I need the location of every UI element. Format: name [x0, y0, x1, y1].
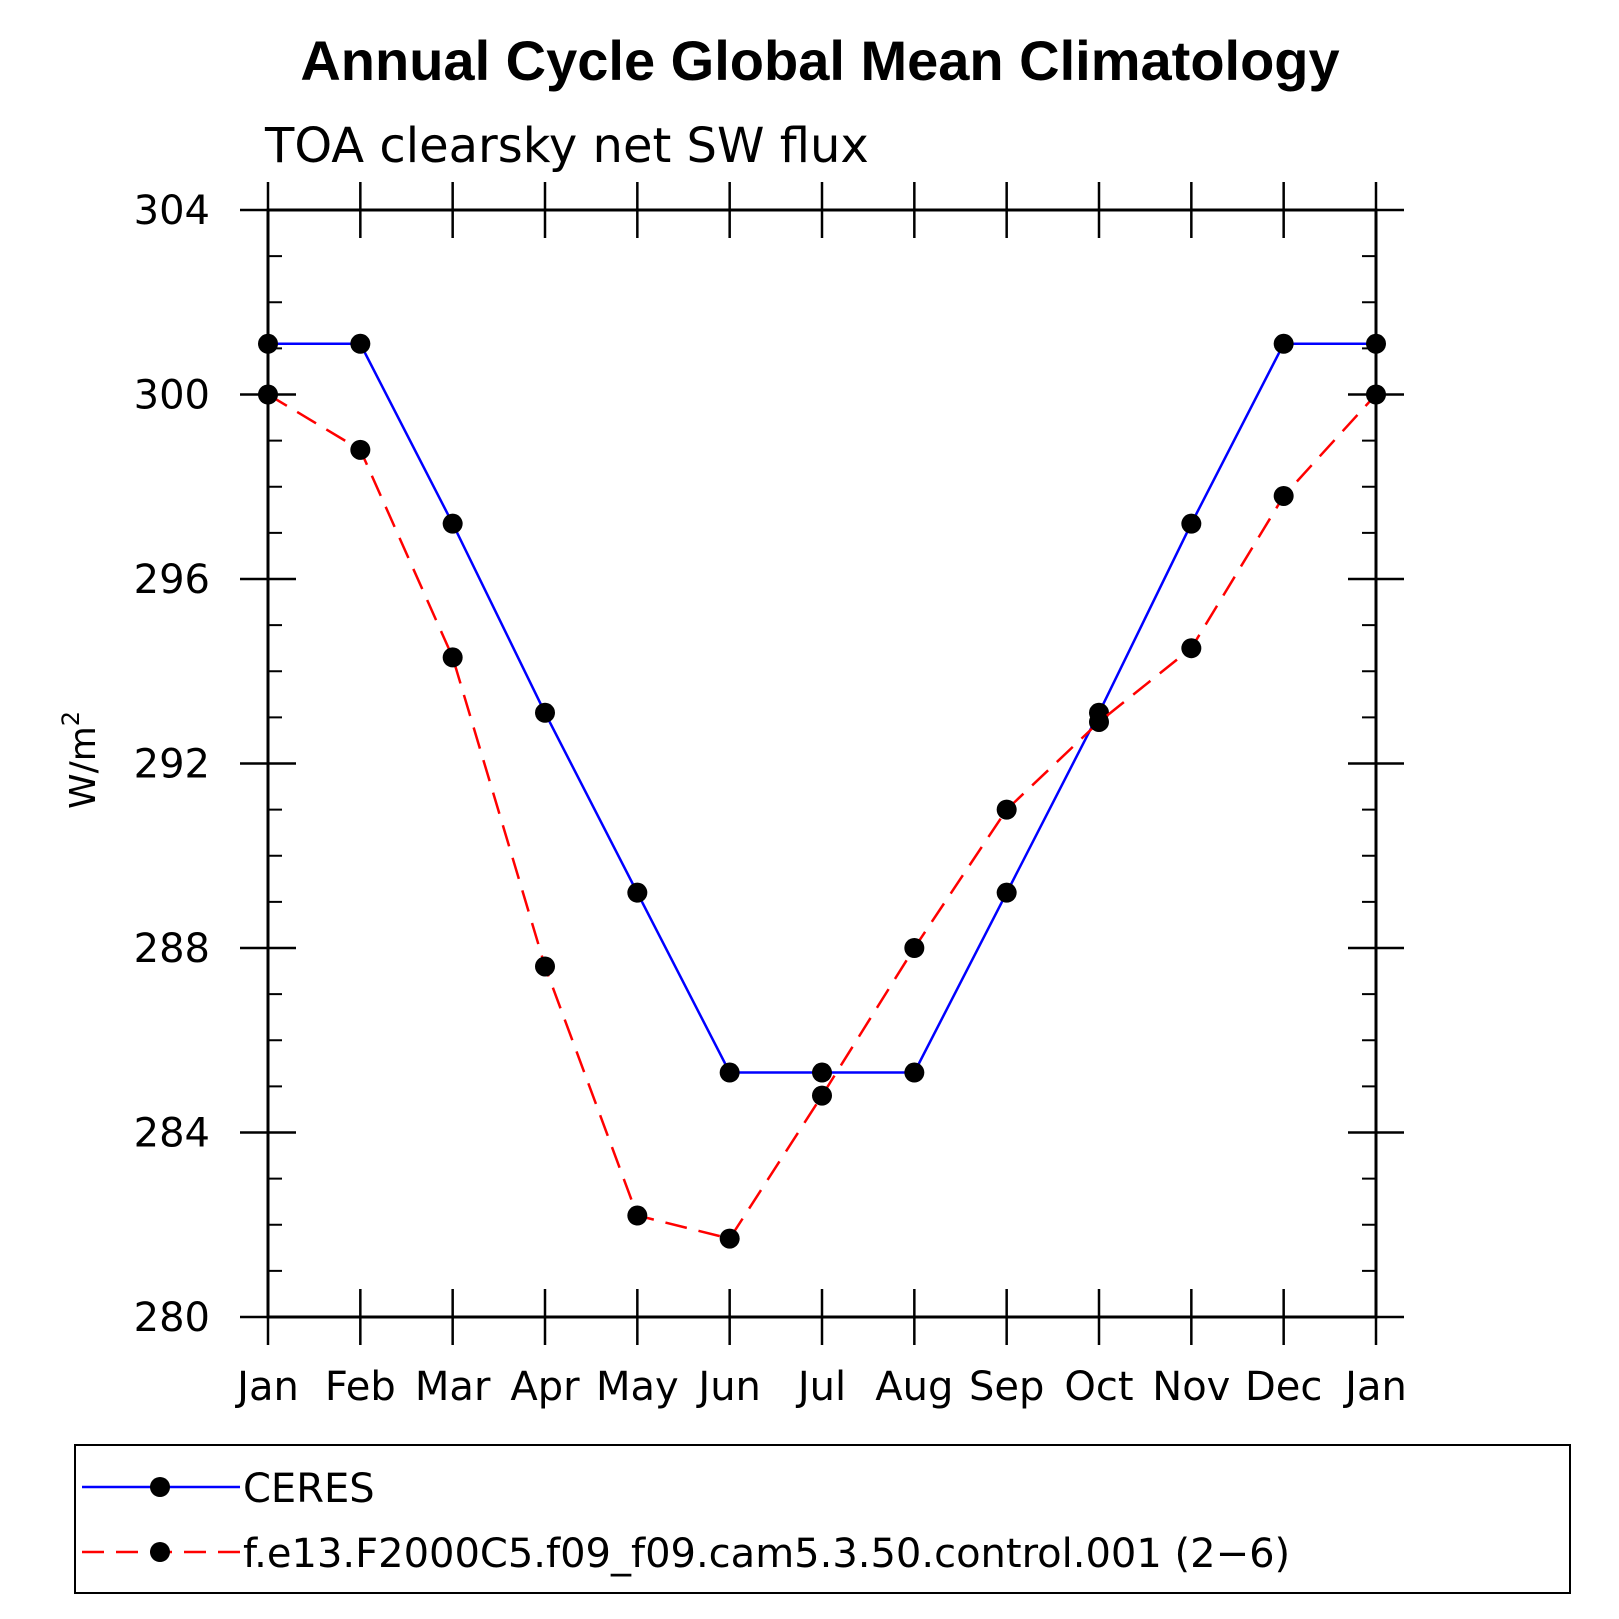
series-line-2 — [267, 393, 1377, 1241]
x-tick-label: Apr — [510, 1364, 580, 1410]
y-tick-label: 292 — [134, 742, 210, 788]
series-2-point — [1181, 638, 1202, 659]
legend-label-series-1: CERES — [243, 1466, 375, 1512]
chart-subtitle: TOA clearsky net SW flux — [264, 118, 869, 174]
x-tick-label: Jan — [1342, 1364, 1407, 1410]
svg-text:W/m2: W/m2 — [57, 711, 104, 809]
series-1-point — [1181, 513, 1202, 534]
x-tick-label: Jul — [795, 1364, 846, 1410]
y-tick-label: 280 — [134, 1295, 210, 1341]
y-tick-label: 304 — [134, 188, 210, 234]
series-2-point — [1089, 711, 1109, 732]
y-axis-label-superscript: 2 — [57, 711, 85, 726]
y-tick-label: 296 — [134, 557, 210, 603]
series-1-point — [904, 1062, 925, 1083]
y-tick-label: 284 — [134, 1111, 210, 1157]
x-tick-label: Aug — [875, 1364, 953, 1410]
legend-marker-series-2 — [150, 1542, 170, 1562]
series-2 — [258, 384, 1386, 1249]
series-2-point — [996, 799, 1017, 820]
series-2-point — [627, 1205, 648, 1226]
tick-marks — [240, 182, 1404, 1345]
series-1 — [258, 333, 1386, 1083]
series-1-point — [719, 1062, 740, 1083]
x-tick-label: Dec — [1245, 1364, 1322, 1410]
series-1-point — [996, 882, 1017, 903]
y-tick-label: 288 — [134, 926, 210, 972]
legend-box — [74, 1444, 1571, 1594]
y-axis-label: W/m2 — [57, 711, 104, 809]
y-axis-label-text: W/m — [63, 726, 104, 809]
series-2-point — [719, 1228, 740, 1249]
x-tick-label: Feb — [325, 1364, 396, 1410]
x-tick-label: Jan — [234, 1364, 299, 1410]
series-1-point — [627, 882, 648, 903]
x-tick-label: May — [596, 1364, 679, 1410]
series-1-point — [1273, 333, 1294, 354]
series-1-point — [442, 513, 463, 534]
y-tick-label: 300 — [134, 373, 210, 419]
x-tick-labels: Jan Feb Mar Apr May Jun Jul Aug Sep Oct Nov Dec Jan — [234, 1364, 1407, 1410]
series-2-point — [904, 938, 925, 958]
series-2-point — [812, 1085, 832, 1106]
chart-title: Annual Cycle Global Mean Climatology — [300, 29, 1339, 92]
series-2-point — [1273, 485, 1294, 506]
series-2-point — [442, 647, 463, 668]
x-tick-label: Nov — [1152, 1364, 1230, 1410]
series-1-point — [350, 333, 371, 354]
series-layer — [258, 333, 1386, 1249]
x-tick-label: Oct — [1064, 1364, 1133, 1410]
series-2-point — [350, 439, 371, 460]
legend: CERES f.e13.F2000C5.f09_f09.cam5.3.50.co… — [74, 1444, 1571, 1594]
plot-frame — [266, 208, 1378, 1319]
series-line-1 — [268, 342, 1376, 1074]
series-1-point — [812, 1062, 832, 1083]
legend-marker-series-1 — [150, 1477, 170, 1497]
legend-label-series-2: f.e13.F2000C5.f09_f09.cam5.3.50.control.… — [243, 1531, 1290, 1577]
x-tick-label: Sep — [969, 1364, 1044, 1410]
y-tick-labels: 280 284 288 292 296 300 304 — [134, 188, 210, 1341]
x-tick-label: Mar — [415, 1364, 491, 1410]
series-1-point — [535, 702, 555, 723]
x-tick-label: Jun — [695, 1364, 761, 1410]
series-2-point — [535, 956, 555, 977]
